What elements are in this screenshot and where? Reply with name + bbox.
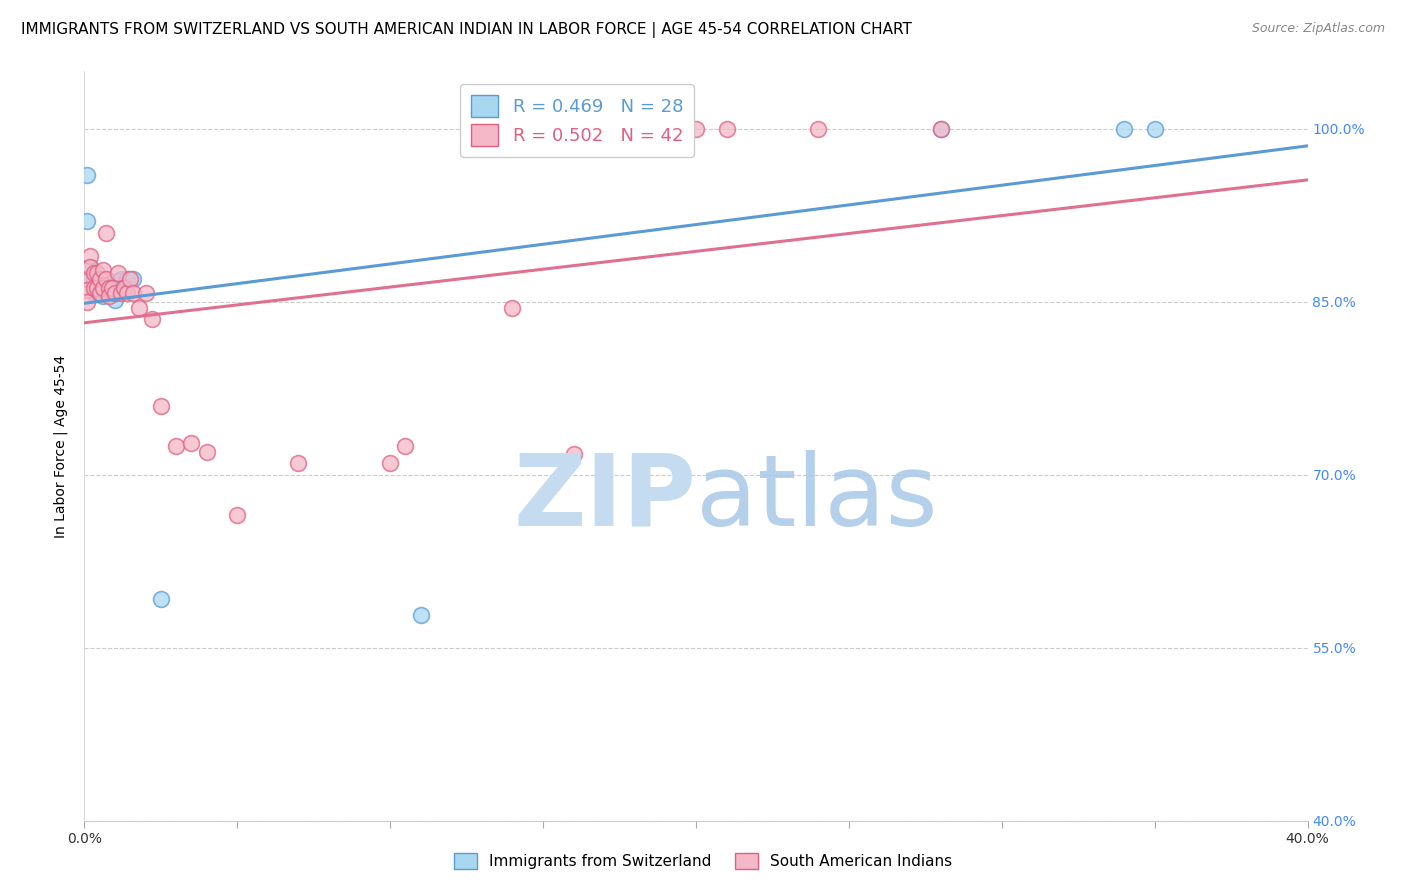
Point [83, 285, 105, 300]
Point [79, 260, 101, 275]
Point [107, 266, 129, 280]
Point [83, 281, 105, 295]
Point [141, 312, 163, 326]
Point [195, 444, 218, 458]
Text: atlas: atlas [696, 450, 938, 547]
Point [86, 281, 108, 295]
Point [89, 285, 111, 300]
Point [685, 122, 707, 136]
Point [76, 168, 98, 182]
Text: ZIP: ZIP [513, 450, 696, 547]
Point [97, 289, 120, 303]
Legend: Immigrants from Switzerland, South American Indians: Immigrants from Switzerland, South Ameri… [449, 847, 957, 875]
Point [409, 608, 432, 623]
Point [502, 301, 524, 315]
Point [76, 272, 98, 286]
Point [86, 281, 108, 295]
Point [149, 592, 172, 607]
Text: IMMIGRANTS FROM SWITZERLAND VS SOUTH AMERICAN INDIAN IN LABOR FORCE | AGE 45-54 : IMMIGRANTS FROM SWITZERLAND VS SOUTH AME… [21, 22, 912, 38]
Point [94, 272, 117, 286]
Point [83, 272, 105, 286]
Point [91, 289, 114, 303]
Point [122, 272, 145, 286]
Point [79, 260, 101, 275]
Point [89, 272, 111, 286]
Point [122, 285, 145, 300]
Point [91, 281, 114, 295]
Point [86, 285, 108, 300]
Point [115, 285, 138, 300]
Point [380, 456, 402, 470]
Point [115, 272, 138, 286]
Point [104, 285, 127, 300]
Point [76, 284, 98, 298]
Point [112, 281, 135, 295]
Point [83, 277, 105, 292]
Point [89, 272, 111, 286]
Point [929, 122, 952, 136]
Point [79, 249, 101, 263]
Point [101, 281, 124, 295]
Point [104, 285, 127, 300]
Point [128, 301, 150, 315]
Point [86, 266, 108, 280]
Point [104, 293, 127, 307]
Point [97, 281, 120, 295]
Point [94, 285, 117, 300]
Point [89, 285, 111, 300]
Point [394, 439, 416, 453]
Point [91, 262, 114, 277]
Point [101, 285, 124, 300]
Point [716, 122, 738, 136]
Point [110, 272, 132, 286]
Point [562, 447, 585, 461]
Point [226, 508, 249, 523]
Point [97, 281, 120, 295]
Point [929, 122, 952, 136]
Point [807, 122, 830, 136]
Point [149, 399, 172, 413]
Point [287, 456, 309, 470]
Point [76, 214, 98, 228]
Point [83, 266, 105, 280]
Point [135, 285, 157, 300]
Point [107, 274, 129, 288]
Point [94, 272, 117, 286]
Legend: R = 0.469   N = 28, R = 0.502   N = 42: R = 0.469 N = 28, R = 0.502 N = 42 [460, 84, 695, 157]
Point [91, 281, 114, 295]
Point [94, 226, 117, 240]
Point [1114, 122, 1136, 136]
Point [180, 435, 202, 450]
Point [79, 272, 101, 286]
Point [1143, 122, 1166, 136]
Point [120, 272, 142, 286]
Point [110, 285, 132, 300]
Point [165, 439, 187, 453]
Point [76, 294, 98, 309]
Text: Source: ZipAtlas.com: Source: ZipAtlas.com [1251, 22, 1385, 36]
Y-axis label: In Labor Force | Age 45-54: In Labor Force | Age 45-54 [53, 354, 69, 538]
